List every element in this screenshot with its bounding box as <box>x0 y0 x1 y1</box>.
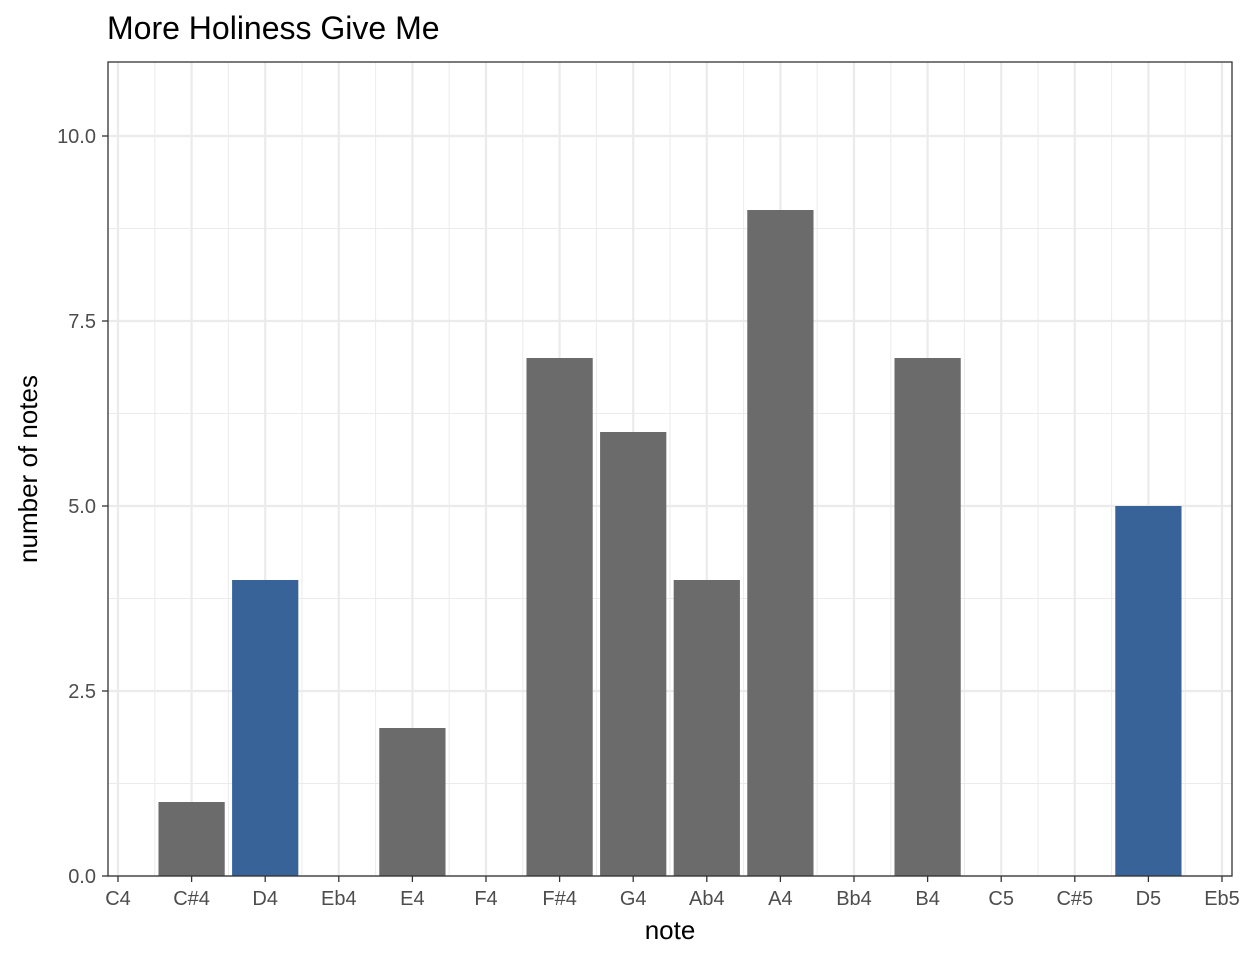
minor-gridlines <box>108 62 1232 876</box>
y-tick-label: 7.5 <box>68 311 96 333</box>
x-tick-label: C5 <box>988 888 1014 910</box>
bar-G4 <box>600 432 667 876</box>
y-tick-label: 0.0 <box>68 866 96 888</box>
bar-Ab4 <box>673 580 740 876</box>
bar-D4 <box>232 580 299 876</box>
x-tick-label: A4 <box>768 888 792 910</box>
y-axis-ticks: 0.0 2.5 5.0 7.5 10.0 <box>57 126 108 888</box>
x-tick-label: D5 <box>1136 888 1162 910</box>
bar-B4 <box>894 358 961 876</box>
chart-title: More Holiness Give Me <box>107 10 440 46</box>
panel-border <box>107 61 1233 877</box>
x-tick-label: Bb4 <box>836 888 872 910</box>
y-tick-label: 5.0 <box>68 496 96 518</box>
bar-D5 <box>1115 506 1182 876</box>
x-tick-label: C#5 <box>1056 888 1093 910</box>
bar-C#4 <box>158 802 225 876</box>
x-tick-label: F#4 <box>542 888 576 910</box>
x-tick-label: B4 <box>915 888 939 910</box>
x-tick-label: C4 <box>105 888 131 910</box>
x-tick-label: Ab4 <box>689 888 725 910</box>
x-tick-label: G4 <box>620 888 647 910</box>
y-tick-label: 10.0 <box>57 126 96 148</box>
y-axis-title: number of notes <box>13 375 43 563</box>
bar-E4 <box>379 728 446 876</box>
x-tick-label: F4 <box>474 888 497 910</box>
x-axis-ticks: C4 C#4 D4 Eb4 E4 F4 F#4 G4 Ab4 A4 Bb4 B4 C5 C#5 D5 Eb5 <box>105 876 1240 910</box>
bar-F#4 <box>526 358 593 876</box>
bar-A4 <box>747 210 814 876</box>
x-tick-label: E4 <box>400 888 424 910</box>
x-axis-title: note <box>645 915 696 945</box>
x-tick-label: C#4 <box>173 888 210 910</box>
y-tick-label: 2.5 <box>68 681 96 703</box>
x-tick-label: D4 <box>252 888 278 910</box>
x-tick-label: Eb5 <box>1204 888 1240 910</box>
bars <box>158 210 1182 876</box>
x-tick-label: Eb4 <box>321 888 357 910</box>
